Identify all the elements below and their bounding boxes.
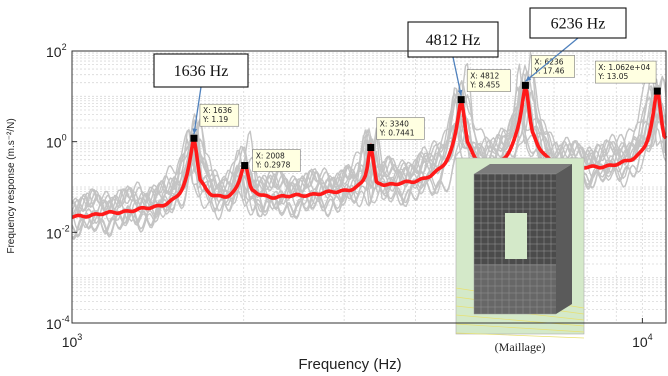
mesh-block-side	[556, 164, 572, 314]
callout-label: 6236 Hz	[551, 16, 606, 33]
data-tip-x-label: X: 4812	[470, 72, 499, 81]
data-tip-box	[199, 103, 240, 127]
callout-arrowhead	[525, 76, 532, 82]
peak-marker	[367, 143, 375, 151]
callout-box	[153, 53, 249, 88]
x-tick-label: 103	[62, 332, 83, 350]
data-tip-x-label: X: 1.062e+04	[598, 63, 650, 72]
data-tip-x-label: X: 1636	[203, 106, 232, 115]
peak-markers	[190, 81, 661, 170]
data-tip-box	[252, 149, 301, 172]
x-tick-label: 104	[632, 332, 653, 350]
callout-arrowhead	[457, 89, 463, 96]
data-tip-box	[376, 117, 425, 140]
inset-caption: (Maillage)	[495, 340, 546, 354]
y-axis-title: Frequency response (m.s⁻²/N)	[6, 118, 17, 253]
y-tick-label: 100	[46, 133, 67, 151]
y-tick-label: 10-4	[46, 314, 70, 332]
data-tip-x-label: X: 3340	[380, 119, 409, 128]
data-tip-y-label: Y: 0.7441	[379, 128, 415, 137]
sample-curve	[71, 51, 667, 212]
mesh-block-top	[474, 164, 572, 174]
data-tip-y-label: Y: 13.05	[597, 72, 628, 81]
callout-arrow	[193, 86, 202, 135]
callout-arrow	[524, 37, 579, 82]
mesh-opening	[505, 213, 527, 259]
peak-marker	[521, 81, 529, 89]
peak-marker	[653, 87, 661, 95]
data-tip-y-label: Y: 8.455	[469, 81, 500, 90]
y-tick-label: 10-2	[46, 223, 70, 241]
peak-marker	[241, 162, 249, 170]
x-axis-title: Frequency (Hz)	[298, 356, 401, 373]
plot-frame	[71, 50, 667, 324]
callout-label: 4812 Hz	[426, 32, 481, 49]
callout-box	[529, 7, 627, 39]
data-tip-box	[531, 55, 575, 78]
peak-marker	[457, 96, 465, 104]
mesh-inset: (Maillage)	[455, 157, 585, 354]
peak-marker	[190, 134, 198, 142]
data-tip-box	[594, 60, 657, 84]
mesh-floor-line	[455, 323, 585, 333]
data-tip-y-label: Y: 1.19	[202, 115, 228, 124]
data-tip-x-label: X: 2008	[256, 152, 285, 161]
callout-arrowhead	[192, 128, 198, 135]
mesh-floor-line	[455, 332, 585, 339]
y-tick-label: 102	[46, 42, 67, 60]
mesh-floor-line	[455, 314, 585, 327]
callout-label: 1636 Hz	[174, 63, 229, 80]
callout-arrow	[452, 56, 462, 96]
mesh-lower-band	[474, 264, 556, 314]
data-tip-y-label: Y: 17.46	[533, 66, 564, 75]
data-tip-y-label: Y: 0.2978	[255, 161, 291, 170]
data-tip-box	[466, 69, 511, 92]
